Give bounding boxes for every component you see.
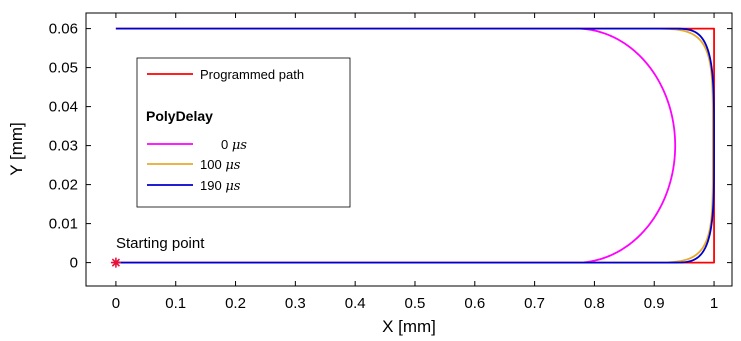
y-tick-label: 0.03 — [49, 138, 78, 155]
x-tick-label: 1 — [710, 295, 718, 312]
y-tick-label: 0.04 — [49, 99, 78, 116]
x-tick-label: 0.1 — [165, 295, 186, 312]
legend-label-programmed-path: Programmed path — [200, 67, 304, 82]
legend-label-0us: 0 μs — [221, 137, 247, 153]
x-tick-label: 0.2 — [225, 295, 246, 312]
ticks-layer: 0 0.1 0.2 0.3 0.4 0.5 0.6 0.7 0.8 0.9 1 0 0.01 0.02 0.… — [49, 13, 732, 312]
y-tick-label: 0.05 — [49, 60, 78, 77]
y-tick-label: 0.01 — [49, 216, 78, 233]
legend-unit-100us: μs — [225, 158, 240, 173]
x-tick-label: 0.3 — [285, 295, 306, 312]
legend-label-100us: 100 μs — [200, 157, 241, 173]
legend-label-190us: 190 μs — [200, 178, 241, 194]
starting-point-marker — [110, 257, 121, 268]
series-layer — [115, 27, 715, 264]
legend: Programmed path PolyDelay 0 μs 100 μs 19… — [136, 57, 351, 208]
legend-box — [136, 57, 351, 208]
series-line-0us — [115, 27, 677, 264]
x-tick-label: 0.5 — [405, 295, 426, 312]
starting-point-label: Starting point — [116, 235, 205, 252]
legend-title: PolyDelay — [146, 108, 213, 124]
x-tick-label: 0.6 — [464, 295, 485, 312]
y-axis-title: Y [mm] — [7, 122, 26, 176]
x-tick-label: 0.8 — [584, 295, 605, 312]
series-line-100us — [115, 27, 714, 264]
x-tick-label: 0.7 — [524, 295, 545, 312]
x-tick-label: 0.4 — [345, 295, 366, 312]
legend-value-190us: 190 — [200, 178, 222, 193]
legend-value-100us: 100 — [200, 157, 222, 172]
x-tick-label: 0.9 — [644, 295, 665, 312]
legend-unit-0us: μs — [232, 138, 247, 153]
series-line-190us — [115, 27, 715, 264]
plot-frame — [85, 12, 733, 287]
annotation-layer: Starting point — [110, 235, 205, 268]
x-axis-title: X [mm] — [382, 317, 436, 336]
legend-value-0us: 0 — [221, 137, 228, 152]
y-tick-label: 0 — [70, 255, 78, 272]
y-tick-label: 0.06 — [49, 21, 78, 38]
x-tick-label: 0 — [112, 295, 120, 312]
legend-unit-190us: μs — [225, 179, 240, 194]
y-tick-label: 0.02 — [49, 177, 78, 194]
